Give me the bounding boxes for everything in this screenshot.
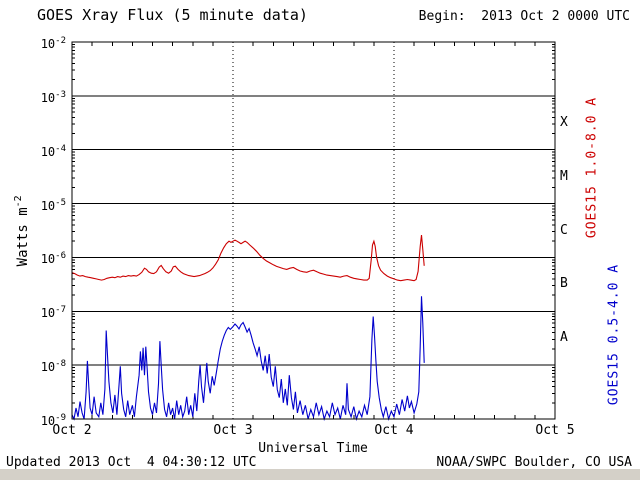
x-tick-label: Oct 3 <box>213 423 253 438</box>
flare-class-label-c: C <box>560 222 568 238</box>
y-tick-label: 10-3 <box>40 89 66 105</box>
x-tick-label: Oct 2 <box>52 423 92 438</box>
x-tick-label: Oct 5 <box>535 423 575 438</box>
flare-class-label-b: B <box>560 276 568 292</box>
y-tick-label: 10-7 <box>40 305 66 321</box>
y-axis-label-exponent: -2 <box>13 195 25 208</box>
x-tick-label: Oct 4 <box>374 423 414 438</box>
credit-text: NOAA/SWPC Boulder, CO USA <box>436 455 632 470</box>
flare-class-label-m: M <box>560 168 568 184</box>
updated-timestamp: Updated 2013 Oct 4 04:30:12 UTC <box>6 455 257 470</box>
y-axis-label: Watts m-2 <box>13 176 31 286</box>
y-tick-label: 10-9 <box>40 413 66 428</box>
plot-frame <box>71 41 556 420</box>
y-tick-label: 10-4 <box>40 143 66 159</box>
y-tick-label: 10-8 <box>40 359 66 375</box>
y-tick-label: 10-5 <box>40 197 66 213</box>
series-line-short-blue <box>71 296 425 422</box>
x-axis-label: Universal Time <box>258 441 368 456</box>
series-label-long-channel: GOES15 1.0-8.0 A <box>584 96 600 239</box>
flare-class-label-a: A <box>560 330 568 346</box>
flare-class-label-x: X <box>560 114 568 130</box>
y-tick-label: 10-6 <box>40 251 66 267</box>
series-label-short-channel: GOES15 0.5-4.0 A <box>606 263 622 406</box>
chart-title: GOES Xray Flux (5 minute data) <box>37 6 308 24</box>
bottom-gray-bar <box>0 469 640 480</box>
series-line-long-red <box>71 235 425 282</box>
y-axis-label-text: Watts m <box>14 207 31 267</box>
y-tick-label: 10-2 <box>40 36 66 51</box>
begin-time-label: Begin: 2013 Oct 2 0000 UTC <box>418 9 630 24</box>
